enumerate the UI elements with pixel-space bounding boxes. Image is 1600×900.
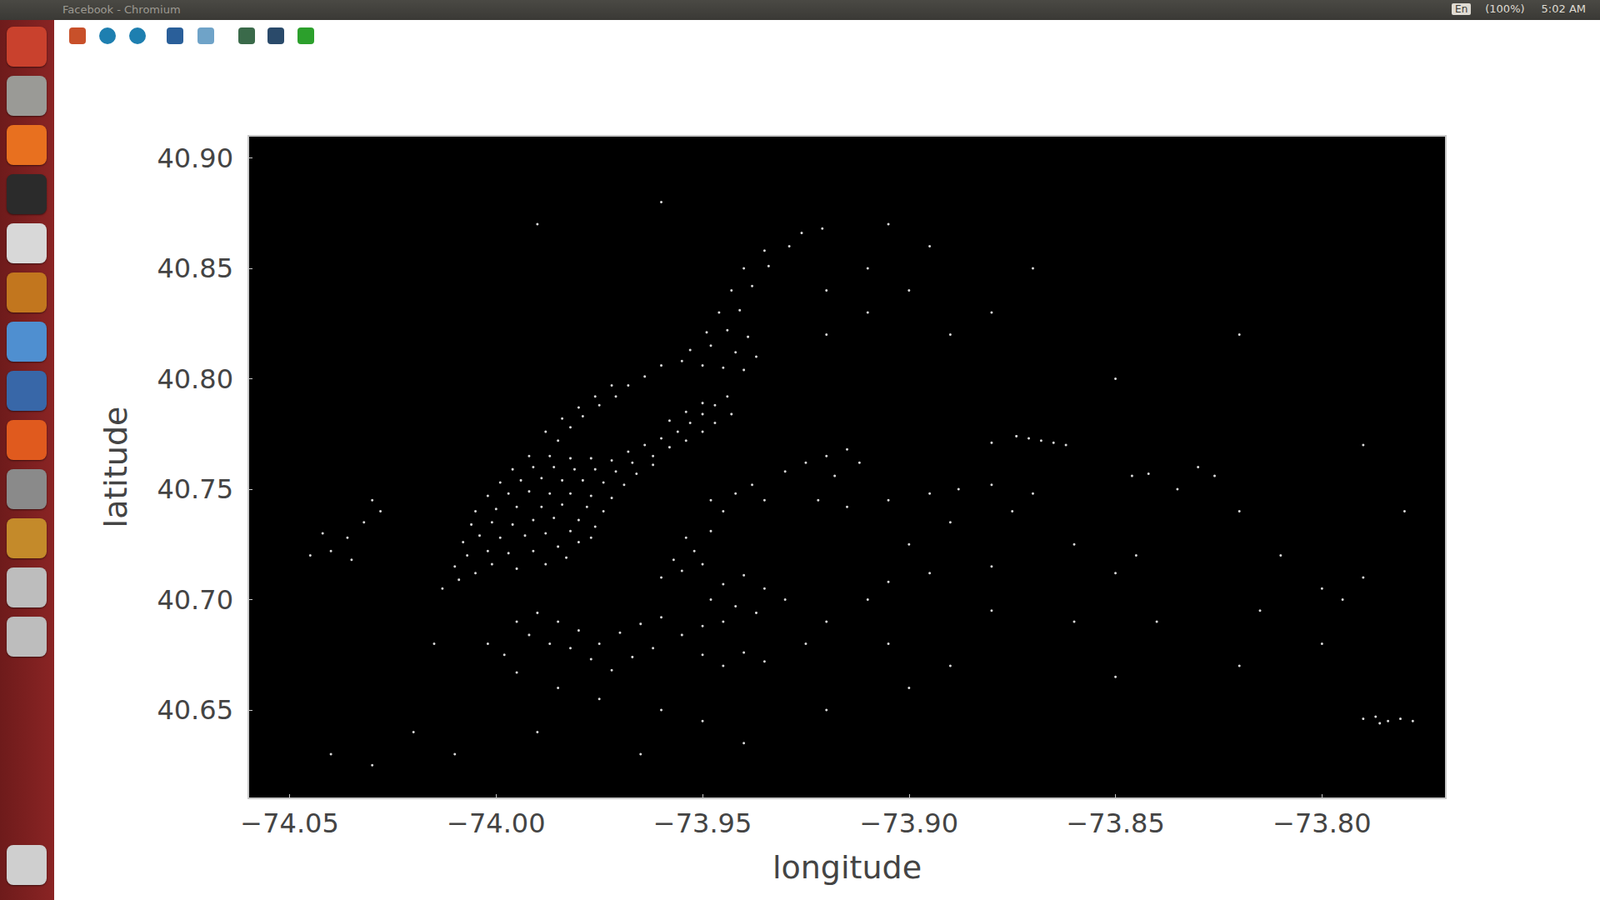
- svg-text:longitude: longitude: [772, 849, 922, 886]
- html-text:Facebook - Chromium: Facebook - Chromium: [62, 3, 181, 16]
- svg-text:40.65: 40.65: [156, 694, 234, 726]
- svg-text:−73.85: −73.85: [1065, 807, 1165, 840]
- svg-text:40.90: 40.90: [156, 142, 234, 175]
- svg-text:40.80: 40.80: [156, 363, 234, 395]
- svg-text:40.85: 40.85: [156, 252, 234, 285]
- html-text:En: En: [1455, 2, 1468, 15]
- html-text:(100%): (100%): [1485, 2, 1525, 15]
- svg-text:−73.80: −73.80: [1272, 807, 1371, 840]
- svg-text:−73.95: −73.95: [653, 807, 752, 840]
- html-text:5:02 AM: 5:02 AM: [1541, 2, 1586, 15]
- svg-text:40.75: 40.75: [156, 473, 234, 505]
- svg-text:−74.05: −74.05: [240, 807, 339, 840]
- svg-text:latitude: latitude: [97, 406, 135, 529]
- svg-text:40.70: 40.70: [156, 584, 234, 616]
- svg-text:−74.00: −74.00: [446, 807, 545, 840]
- svg-text:−73.90: −73.90: [860, 807, 959, 840]
